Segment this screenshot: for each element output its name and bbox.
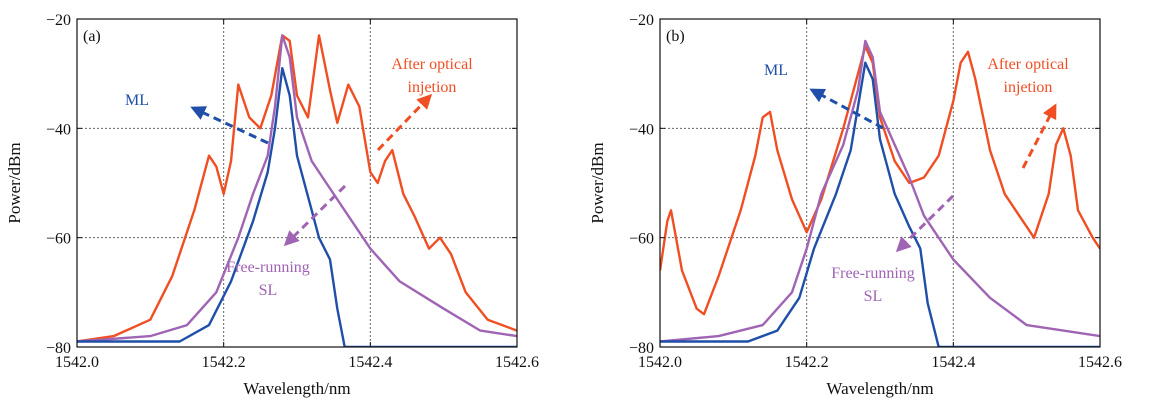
- annotation-arrow: [190, 106, 269, 145]
- panel-label: (a): [83, 28, 101, 45]
- annotation-label: After optical: [987, 56, 1069, 73]
- annotation-arrow: [809, 88, 884, 130]
- y-tick-label: −20: [629, 12, 654, 29]
- x-tick-label: 1542.0: [55, 354, 99, 371]
- plot-frame: [76, 18, 518, 348]
- annotation-arrow: [283, 184, 347, 247]
- annotation-label: SL: [864, 288, 883, 305]
- x-tick-label: 1542.2: [202, 354, 246, 371]
- annotation-label: Free-running: [226, 259, 310, 276]
- annotation-label: SL: [259, 282, 278, 299]
- x-tick-label: 1542.4: [348, 354, 392, 371]
- x-tick-label: 1542.4: [931, 354, 975, 371]
- x-tick-label: 1542.6: [495, 354, 539, 371]
- y-tick-label: −40: [629, 121, 654, 138]
- annotation-arrow: [1021, 103, 1057, 169]
- series-line-0: [77, 34, 517, 343]
- annotation-label: Free-running: [831, 265, 915, 282]
- plot-area: [660, 19, 1100, 347]
- x-axis-label: Wavelength/nm: [826, 379, 933, 398]
- y-axis-label: Power/dBm: [5, 142, 24, 223]
- series-line-1: [660, 39, 1100, 343]
- y-tick-label: −80: [629, 340, 654, 357]
- y-tick-label: −60: [629, 231, 654, 248]
- x-tick-label: 1542.0: [638, 354, 682, 371]
- annotation-label: injetion: [1004, 79, 1053, 96]
- y-tick-label: −60: [46, 231, 71, 248]
- x-axis-label: Wavelength/nm: [243, 379, 350, 398]
- y-tick-label: −20: [46, 12, 71, 29]
- x-tick-label: 1542.6: [1078, 354, 1122, 371]
- plot-area: [77, 19, 517, 347]
- x-tick-label: 1542.2: [785, 354, 829, 371]
- annotation-label: ML: [125, 92, 149, 109]
- plot-frame: [659, 18, 1101, 348]
- y-tick-label: −40: [46, 121, 71, 138]
- series-line-1: [77, 34, 517, 343]
- chart-panel-a: 1542.0 1542.2 1542.4 1542.6 −80 −60 −40 −20 Wave…: [5, 12, 539, 398]
- annotation-label: After optical: [391, 56, 473, 73]
- series-line-2: [660, 61, 1100, 347]
- chart-panel-b: 1542.0 1542.2 1542.4 1542.6 −80 −60 −40 −20 Wave…: [588, 12, 1122, 398]
- annotation-label: ML: [764, 62, 788, 79]
- panel-label: (b): [666, 28, 685, 45]
- series-line-0: [660, 45, 1100, 316]
- y-axis-label: Power/dBm: [588, 142, 607, 223]
- y-tick-label: −80: [46, 340, 71, 357]
- annotation-label: injetion: [408, 79, 457, 96]
- series-line-2: [77, 67, 517, 347]
